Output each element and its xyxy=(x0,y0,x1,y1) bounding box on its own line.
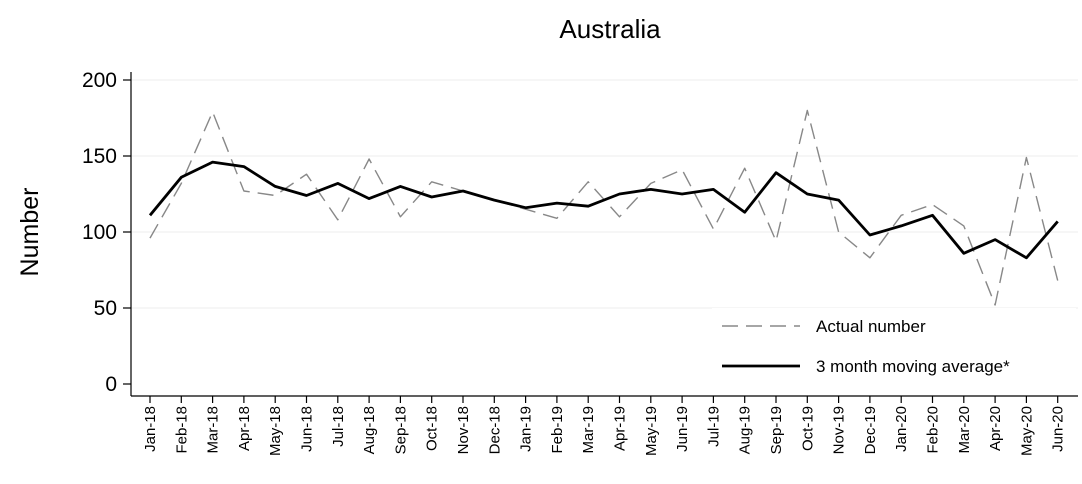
x-tick-label: Mar-20 xyxy=(956,406,973,454)
legend-background xyxy=(712,308,1076,392)
actual-number-line xyxy=(149,109,1059,306)
chart-title: Australia xyxy=(559,14,661,44)
x-tick-label: Sep-18 xyxy=(392,406,409,454)
x-tick-label: Feb-20 xyxy=(925,406,942,454)
x-tick-label: Apr-18 xyxy=(236,406,253,451)
legend-label: 3 month moving average* xyxy=(816,357,1010,376)
x-tick-label: Nov-19 xyxy=(831,406,848,454)
legend-label: Actual number xyxy=(816,317,926,336)
x-tick-label: Jun-18 xyxy=(299,406,316,452)
x-tick-label: Dec-19 xyxy=(862,406,879,454)
axes xyxy=(130,72,1078,397)
legend: Actual number 3 month moving average* xyxy=(722,317,1010,376)
x-tick-label: Jun-19 xyxy=(674,406,691,452)
y-axis-label: Number xyxy=(16,188,44,277)
x-tick-label: Nov-18 xyxy=(455,406,472,454)
x-tick-label: Jul-19 xyxy=(705,406,722,447)
x-tick-label: Aug-18 xyxy=(361,406,378,454)
gridlines xyxy=(131,79,1078,309)
x-tick-label: Apr-20 xyxy=(987,406,1004,451)
x-tick-label: Oct-18 xyxy=(424,406,441,451)
x-tick-label: Jul-18 xyxy=(330,406,347,447)
x-tick-label: May-18 xyxy=(267,406,284,456)
series xyxy=(148,109,1059,306)
x-tick-label: Dec-18 xyxy=(486,406,503,454)
x-tick-label: Feb-18 xyxy=(173,406,190,454)
x-tick-label: Jan-18 xyxy=(142,406,159,452)
y-tick-label: 0 xyxy=(105,373,117,396)
x-tick-label: Feb-19 xyxy=(549,406,566,454)
x-tick-label: Sep-19 xyxy=(768,406,785,454)
x-tick-label: Jan-19 xyxy=(518,406,535,452)
x-tick-label: May-20 xyxy=(1018,406,1035,456)
x-tick-label: Oct-19 xyxy=(799,406,816,451)
x-tick-label: Mar-18 xyxy=(205,406,222,454)
y-tick-label: 150 xyxy=(82,145,117,168)
y-tick-label: 100 xyxy=(82,221,117,244)
x-tick-label: Jan-20 xyxy=(893,406,910,452)
x-ticks: Jan-18 Feb-18 Mar-18 Apr-18 May-18 Jun-18 Jul-… xyxy=(142,396,1067,456)
x-tick-label: Mar-19 xyxy=(580,406,597,454)
y-tick-label: 200 xyxy=(82,69,117,92)
x-tick-label: Aug-19 xyxy=(737,406,754,454)
x-tick-label: Jun-20 xyxy=(1050,406,1067,452)
x-tick-label: Apr-19 xyxy=(612,406,629,451)
y-tick-label: 50 xyxy=(94,297,117,320)
moving-average-line xyxy=(148,160,1059,260)
x-tick-label: May-19 xyxy=(643,406,660,456)
y-ticks: 0 50 100 150 200 xyxy=(82,69,131,396)
